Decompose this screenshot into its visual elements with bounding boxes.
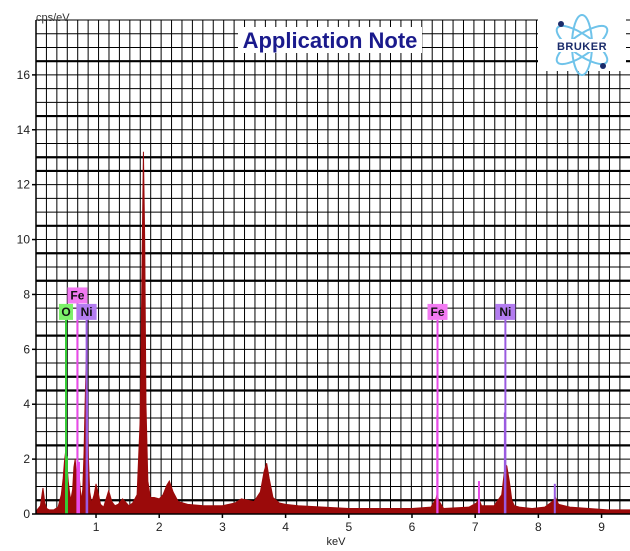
- x-tick-label: 5: [345, 520, 352, 534]
- logo-text-backdrop: [543, 39, 621, 52]
- y-tick-label: 14: [17, 123, 31, 137]
- element-label: Ni: [499, 305, 511, 319]
- element-badge: [76, 303, 97, 320]
- y-tick-label: 4: [23, 397, 30, 411]
- logo-text: BRUKER: [557, 41, 607, 53]
- spectrum-area: [35, 151, 630, 515]
- element-badge: [59, 303, 74, 320]
- y-axis-unit: cps/eV: [36, 12, 70, 24]
- logo-node-1: [558, 21, 564, 27]
- logo-node-2: [600, 63, 606, 69]
- y-tick-label: 12: [17, 178, 31, 192]
- y-tick-label: 8: [23, 287, 30, 301]
- element-badge: [67, 287, 88, 304]
- y-tick-label: 10: [17, 233, 31, 247]
- element-label: Fe: [431, 305, 445, 319]
- bruker-logo: BRUKER: [538, 14, 626, 76]
- element-badge: [495, 303, 516, 320]
- axes: [32, 20, 630, 518]
- y-tick-label: 0: [23, 507, 30, 521]
- x-tick-label: 6: [409, 520, 416, 534]
- x-tick-label: 2: [156, 520, 163, 534]
- x-axis-unit: keV: [327, 536, 347, 546]
- x-tick-label: 7: [472, 520, 479, 534]
- chart-title: Application Note: [243, 28, 418, 53]
- grid: [35, 19, 630, 515]
- element-label: Fe: [70, 288, 84, 302]
- logo-orbit-1: [555, 24, 609, 66]
- y-tick-label: 6: [23, 342, 30, 356]
- x-tick-label: 4: [282, 520, 289, 534]
- x-tick-label: 9: [598, 520, 605, 534]
- element-badge: [427, 303, 448, 320]
- element-label: Ni: [81, 305, 93, 319]
- x-tick-label: 8: [535, 520, 542, 534]
- element-label: O: [61, 305, 70, 319]
- x-tick-label: 1: [93, 520, 100, 534]
- spectrum-fill: [35, 151, 630, 515]
- logo-orbit-2: [555, 24, 609, 66]
- x-tick-label: 3: [219, 520, 226, 534]
- y-tick-label: 16: [17, 68, 31, 82]
- title-backdrop: [238, 27, 422, 53]
- y-tick-label: 2: [23, 452, 30, 466]
